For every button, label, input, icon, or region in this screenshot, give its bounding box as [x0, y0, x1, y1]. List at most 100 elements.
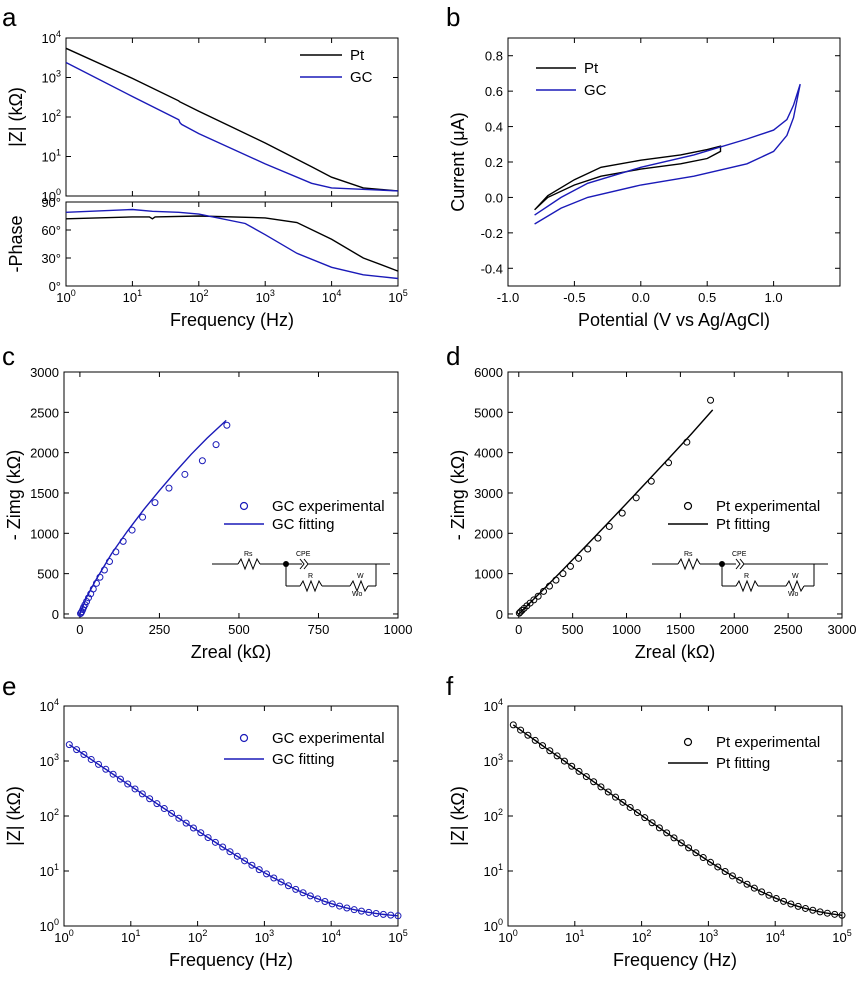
y-tick-label: 30°	[41, 251, 61, 266]
legend-marker	[683, 737, 693, 747]
x-tick-label: 0.0	[632, 290, 650, 305]
data-point-gc-experimental	[116, 775, 124, 783]
data-point-pt-experimental	[546, 747, 554, 755]
y-axis-title: -Phase	[6, 215, 26, 272]
x-axis-title: Frequency (Hz)	[169, 950, 293, 970]
legend-label: Pt experimental	[716, 498, 820, 515]
data-point-pt-experimental	[743, 880, 751, 888]
x-tick-label: 104	[765, 928, 784, 945]
y-tick-label: 104	[42, 29, 61, 46]
x-tick-label: 250	[149, 622, 171, 637]
y-tick-label: 100	[42, 187, 61, 204]
legend-marker	[239, 501, 249, 511]
data-point-pt-experimental	[663, 829, 671, 837]
y-tick-label: 0.0	[485, 190, 503, 205]
x-tick-label: 102	[632, 928, 651, 945]
legend-label: Pt experimental	[716, 734, 820, 751]
data-point-gc-experimental	[175, 814, 183, 822]
y-tick-label: 6000	[474, 365, 503, 380]
series-line-pt-fitting	[512, 724, 843, 916]
series-line-pt	[65, 47, 399, 192]
data-point-gc-experimental	[181, 470, 189, 478]
data-point-gc-experimental	[138, 790, 146, 798]
data-point-pt-experimental	[714, 863, 722, 871]
data-point-gc-experimental	[73, 746, 81, 754]
y-tick-label: 101	[42, 148, 61, 165]
data-point-gc-experimental	[80, 751, 88, 759]
series-line-gc	[65, 61, 399, 192]
y-tick-label: 100	[484, 917, 503, 934]
y-tick-label: 2500	[30, 405, 59, 420]
data-point-pt-experimental	[509, 721, 517, 729]
x-tick-label: 101	[123, 288, 142, 305]
y-tick-label: 103	[40, 752, 59, 769]
data-point-gc-experimental	[212, 441, 220, 449]
x-axis-title: Zreal (kΩ)	[191, 642, 271, 662]
data-point-pt-experimental	[765, 891, 773, 899]
data-point-pt-experimental	[685, 844, 693, 852]
data-point-gc-experimental	[95, 760, 103, 768]
plot-frame	[507, 371, 843, 619]
panel-letter-e: e	[2, 671, 16, 701]
y-tick-label: 60°	[41, 223, 61, 238]
x-tick-label: 500	[228, 622, 250, 637]
chart-c-nyquist-gc: 0 250 500 750 1000 0 500 1000 1500 2000 2500 3000 Zr…	[4, 365, 412, 662]
y-axis-title: Current (μA)	[448, 112, 468, 211]
data-point-gc-experimental	[328, 900, 336, 908]
data-point-gc-experimental	[160, 805, 168, 813]
y-tick-label: 500	[37, 567, 59, 582]
warburg-symbol	[349, 579, 369, 593]
data-point-pt-experimental	[530, 596, 538, 604]
y-tick-label: 1000	[474, 567, 503, 582]
x-tick-label: 103	[699, 928, 718, 945]
data-point-gc-experimental	[233, 852, 241, 860]
resistor-r-symbol	[735, 579, 759, 593]
y-tick-label: 4000	[474, 446, 503, 461]
data-point-gc-experimental	[189, 824, 197, 832]
circuit-label-wo: Wo	[788, 591, 798, 598]
data-point-gc-experimental	[270, 874, 278, 882]
legend-label: Pt	[350, 47, 365, 64]
y-axis-title: |Z| (kΩ)	[6, 87, 26, 147]
legend-label: GC experimental	[272, 498, 385, 515]
data-point-pt-experimental	[531, 736, 539, 744]
x-tick-label: -1.0	[497, 290, 519, 305]
data-point-pt-experimental	[516, 608, 524, 616]
data-point-gc-experimental	[131, 785, 139, 793]
circuit-label-w: W	[357, 573, 364, 580]
data-point-pt-experimental	[582, 773, 590, 781]
data-point-pt-experimental	[670, 834, 678, 842]
panel-letter-d: d	[446, 341, 460, 371]
data-point-pt-experimental	[618, 509, 626, 517]
y-tick-label: 2000	[30, 446, 59, 461]
panel-letter-b: b	[446, 2, 460, 32]
data-point-gc-experimental	[211, 838, 219, 846]
chart-f-bode-pt: 100 101 102 103 104 105 100 101 102 103 104 Frequen…	[448, 697, 852, 970]
data-point-gc-experimental	[124, 780, 132, 788]
x-tick-label: 1000	[612, 622, 641, 637]
chart-e-bode-gc: 100 101 102 103 104 105 100 101 102 103 104 Frequen…	[4, 697, 408, 970]
resistor-rs-symbol	[677, 557, 701, 571]
y-tick-label: 100	[40, 917, 59, 934]
data-point-pt-experimental	[597, 783, 605, 791]
y-axis-title: |Z| (kΩ)	[4, 786, 24, 846]
data-point-pt-experimental	[633, 809, 641, 817]
legend-label: GC	[350, 69, 373, 86]
data-point-pt-experimental	[626, 803, 634, 811]
data-point-pt-experimental	[648, 819, 656, 827]
data-point-pt-experimental	[590, 778, 598, 786]
data-point-pt-experimental	[787, 900, 795, 908]
data-point-gc-experimental	[226, 848, 234, 856]
resistor-r-symbol	[299, 579, 323, 593]
y-tick-label: 102	[484, 807, 503, 824]
data-point-pt-experimental	[560, 757, 568, 765]
series-line-pt-fitting	[518, 409, 714, 615]
circuit-label-wo: Wo	[352, 591, 362, 598]
y-tick-label: 103	[484, 752, 503, 769]
x-tick-label: 1.0	[765, 290, 783, 305]
x-tick-label: 105	[388, 288, 407, 305]
x-tick-label: 3000	[828, 622, 857, 637]
y-tick-label: 1500	[30, 486, 59, 501]
legend-marker	[239, 733, 249, 743]
x-tick-label: 2000	[720, 622, 749, 637]
